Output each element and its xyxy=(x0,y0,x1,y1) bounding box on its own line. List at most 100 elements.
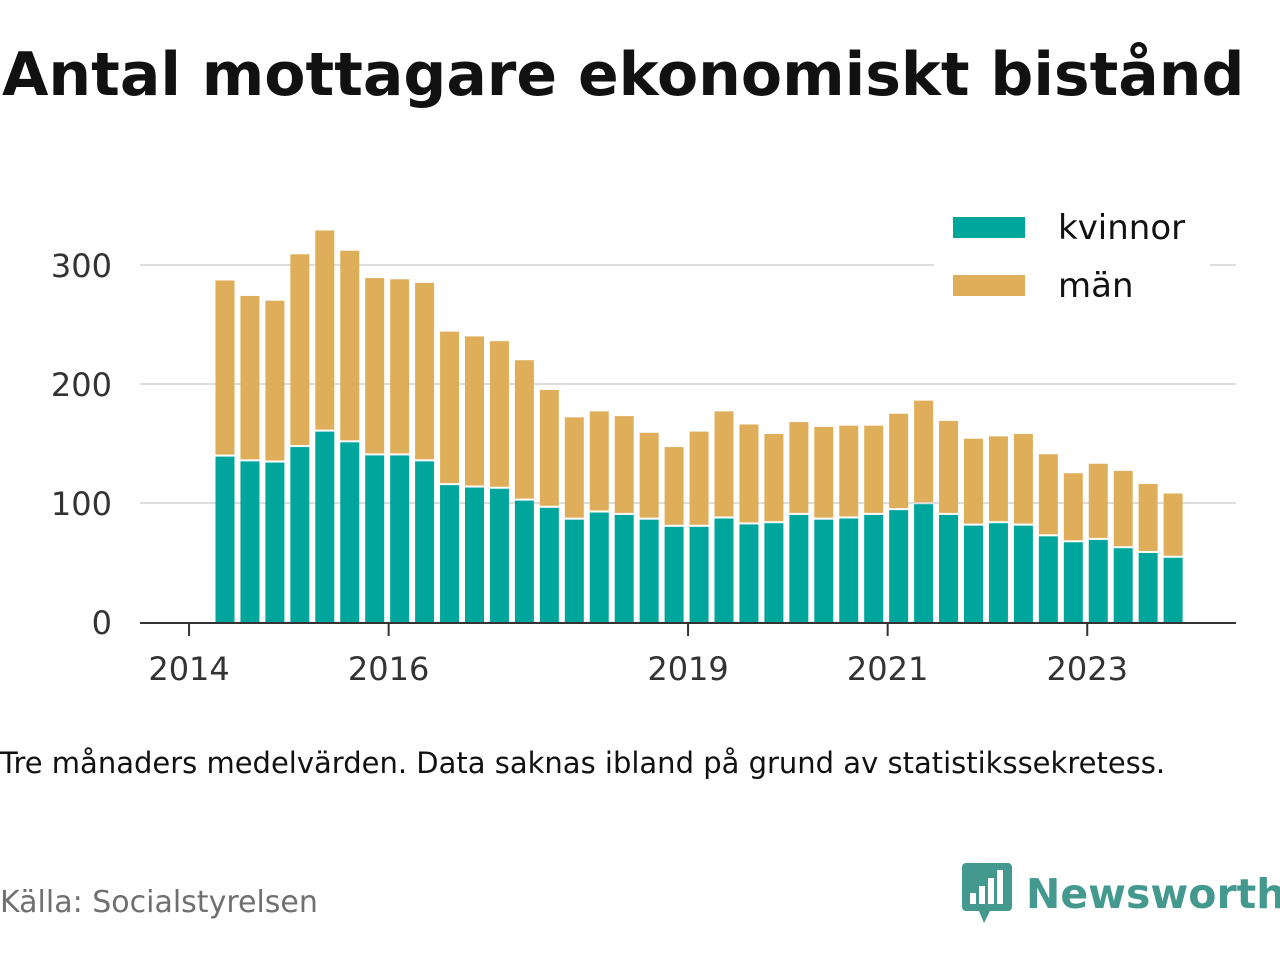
bar-man-10 xyxy=(465,336,484,486)
bar-kvinnor-21 xyxy=(739,524,759,622)
bar-man-0 xyxy=(215,280,235,455)
bar-kvinnor-24 xyxy=(814,519,834,622)
bar-man-23 xyxy=(789,422,809,513)
chart-caption: Tre månaders medelvärden. Data saknas ib… xyxy=(0,746,1166,780)
bar-kvinnor-34 xyxy=(1063,542,1083,622)
bar-man-38 xyxy=(1163,493,1183,556)
bar-man-3 xyxy=(290,254,310,446)
bar-man-33 xyxy=(1038,454,1058,535)
y-tick-label: 200 xyxy=(51,366,112,404)
bars xyxy=(215,230,1183,622)
bar-man-24 xyxy=(814,426,834,518)
bar-kvinnor-32 xyxy=(1013,525,1033,622)
bar-man-11 xyxy=(489,341,509,487)
bar-man-16 xyxy=(614,416,634,513)
bar-man-5 xyxy=(340,250,360,441)
bar-kvinnor-11 xyxy=(489,488,509,622)
axes: 0 100 200 300 2014 2016 2019 2021 2023 xyxy=(51,247,1236,688)
x-tick-label: 2021 xyxy=(847,650,928,688)
legend-swatch-0 xyxy=(953,217,1025,238)
bar-kvinnor-33 xyxy=(1038,536,1058,622)
bar-kvinnor-30 xyxy=(964,525,983,622)
bar-kvinnor-10 xyxy=(465,487,484,622)
bar-kvinnor-3 xyxy=(290,447,310,622)
bar-man-14 xyxy=(564,417,584,518)
bar-man-20 xyxy=(714,411,734,517)
bar-kvinnor-2 xyxy=(265,462,285,622)
y-tick-label: 0 xyxy=(92,604,112,642)
bar-man-35 xyxy=(1088,463,1108,538)
bar-man-15 xyxy=(589,411,609,511)
bar-kvinnor-27 xyxy=(889,510,909,622)
y-tick-label: 100 xyxy=(51,485,112,523)
bar-kvinnor-16 xyxy=(614,514,634,622)
bar-man-27 xyxy=(889,413,909,509)
bar-man-9 xyxy=(440,331,460,484)
brand-logo: Newsworthy xyxy=(962,862,1280,926)
bar-kvinnor-18 xyxy=(664,526,684,622)
bar-kvinnor-26 xyxy=(864,514,884,622)
bar-man-28 xyxy=(914,400,934,503)
bar-kvinnor-20 xyxy=(714,518,734,622)
bar-kvinnor-29 xyxy=(939,514,959,622)
bar-kvinnor-19 xyxy=(689,526,709,622)
bar-man-19 xyxy=(689,431,709,525)
bar-man-25 xyxy=(839,425,859,517)
bar-kvinnor-6 xyxy=(365,455,385,622)
bar-man-36 xyxy=(1113,470,1133,547)
legend-swatch-1 xyxy=(953,275,1025,296)
bar-kvinnor-25 xyxy=(839,518,859,622)
bar-kvinnor-15 xyxy=(589,512,609,622)
bar-kvinnor-9 xyxy=(440,485,460,622)
bar-man-13 xyxy=(539,389,559,506)
newsworthy-logo-icon xyxy=(962,863,1012,923)
bar-kvinnor-14 xyxy=(564,519,584,622)
legend-label-0: kvinnor xyxy=(1058,208,1185,248)
bar-man-1 xyxy=(240,295,260,460)
bar-kvinnor-17 xyxy=(639,519,659,622)
bar-man-8 xyxy=(415,282,435,460)
bar-kvinnor-1 xyxy=(240,461,260,622)
bar-kvinnor-23 xyxy=(789,514,809,622)
bar-kvinnor-4 xyxy=(315,431,335,622)
chart-title: Antal mottagare ekonomiskt bistånd xyxy=(2,40,1245,110)
x-tick-label: 2014 xyxy=(148,650,229,688)
bar-kvinnor-36 xyxy=(1113,548,1133,622)
bar-kvinnor-31 xyxy=(988,523,1008,622)
bar-kvinnor-35 xyxy=(1088,539,1108,622)
bar-man-32 xyxy=(1013,433,1033,524)
bar-man-22 xyxy=(764,433,784,522)
bar-man-2 xyxy=(265,300,285,461)
bar-kvinnor-5 xyxy=(340,442,360,622)
legend-label-1: män xyxy=(1058,266,1134,306)
bar-man-30 xyxy=(964,438,983,524)
bar-man-4 xyxy=(315,230,335,430)
legend: kvinnor män xyxy=(934,196,1210,314)
bar-man-31 xyxy=(988,436,1008,522)
bar-man-37 xyxy=(1138,483,1158,551)
bar-man-26 xyxy=(864,425,884,513)
bar-man-18 xyxy=(664,447,684,525)
bar-kvinnor-22 xyxy=(764,523,784,622)
bar-man-34 xyxy=(1063,473,1083,541)
bar-chart: 0 100 200 300 2014 2016 2019 2021 2023 kvinnor mä… xyxy=(50,196,1236,688)
bar-man-12 xyxy=(514,360,534,499)
bar-man-7 xyxy=(390,279,410,454)
bar-kvinnor-8 xyxy=(415,461,435,622)
bar-man-21 xyxy=(739,424,759,523)
bar-kvinnor-28 xyxy=(914,504,934,622)
bar-man-29 xyxy=(939,420,959,513)
bar-kvinnor-0 xyxy=(215,456,235,622)
brand-name: Newsworthy xyxy=(1026,870,1280,918)
source-note: Källa: Socialstyrelsen xyxy=(0,885,318,920)
bar-kvinnor-37 xyxy=(1138,552,1158,622)
x-tick-label: 2016 xyxy=(348,650,429,688)
x-tick-label: 2019 xyxy=(647,650,728,688)
bar-kvinnor-7 xyxy=(390,455,410,622)
y-tick-label: 300 xyxy=(51,247,112,285)
bar-man-17 xyxy=(639,432,659,518)
bar-kvinnor-38 xyxy=(1163,557,1183,622)
bar-kvinnor-12 xyxy=(514,500,534,622)
x-tick-label: 2023 xyxy=(1047,650,1128,688)
bar-man-6 xyxy=(365,278,385,454)
